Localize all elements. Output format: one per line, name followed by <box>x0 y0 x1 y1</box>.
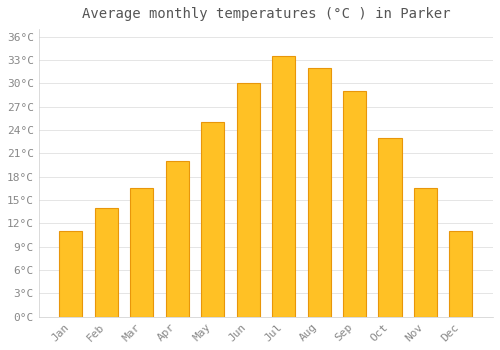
Bar <box>378 138 402 317</box>
Title: Average monthly temperatures (°C ) in Parker: Average monthly temperatures (°C ) in Pa… <box>82 7 450 21</box>
Bar <box>308 68 330 317</box>
Bar <box>130 189 154 317</box>
Bar <box>60 231 82 317</box>
Bar <box>236 84 260 317</box>
Bar <box>343 91 366 317</box>
Bar <box>166 161 189 317</box>
Bar <box>272 56 295 317</box>
Bar <box>414 189 437 317</box>
Bar <box>201 122 224 317</box>
Bar <box>95 208 118 317</box>
Bar <box>450 231 472 317</box>
